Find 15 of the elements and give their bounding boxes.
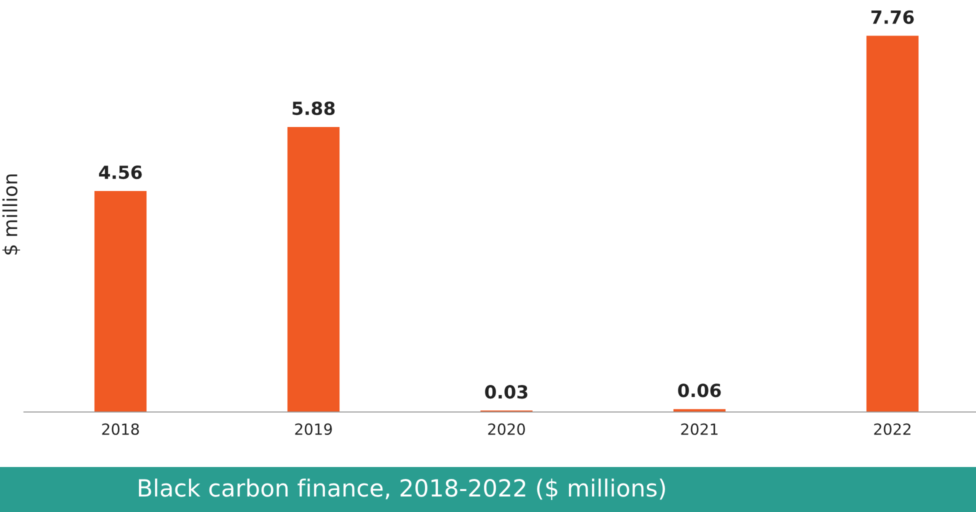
bar — [94, 190, 147, 412]
bar — [287, 126, 340, 412]
data-label: 4.56 — [99, 165, 142, 180]
x-tick-label: 2022 — [874, 423, 910, 435]
text: Black carbon finance, 2018-2022 ($ millions) — [138, 478, 665, 500]
data-label: 5.88 — [292, 101, 335, 116]
data-label: 7.76 — [871, 10, 914, 24]
bar — [866, 36, 919, 412]
x-tick-label: 2018 — [102, 423, 139, 435]
data-label: 0.06 — [678, 384, 721, 398]
data-label: 0.03 — [485, 385, 528, 399]
y-axis-title: $ million — [2, 174, 20, 255]
x-tick-label: 2019 — [295, 423, 332, 435]
x-tick-label: 2020 — [488, 423, 525, 435]
x-tick-label: 2021 — [681, 423, 718, 435]
